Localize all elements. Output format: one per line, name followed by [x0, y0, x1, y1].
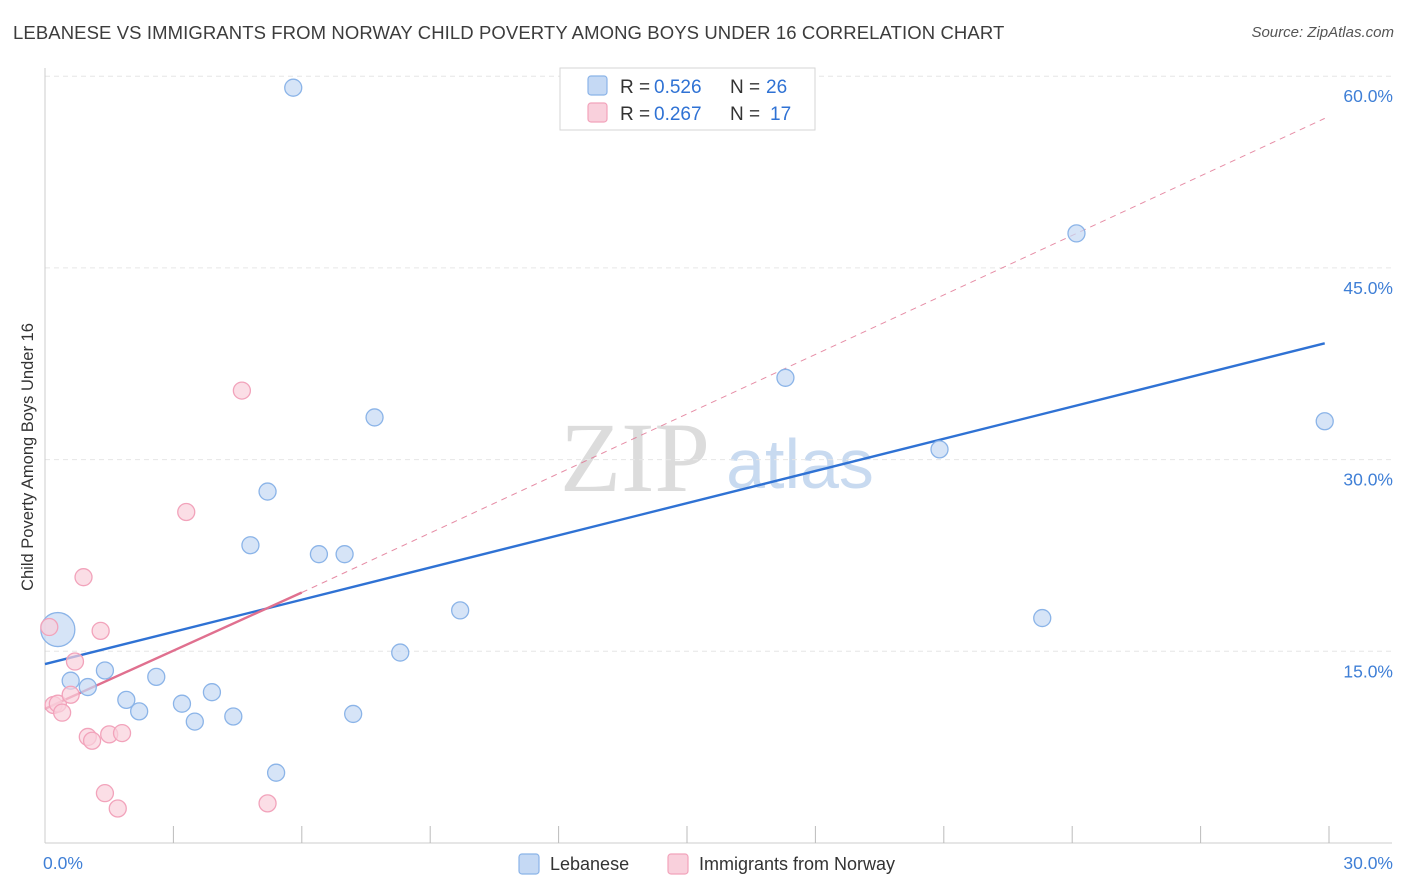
point-lebanese[interactable]	[202, 683, 222, 702]
point-lebanese[interactable]	[224, 707, 243, 726]
point-lebanese[interactable]	[1033, 608, 1052, 628]
point-norway[interactable]	[232, 381, 252, 400]
x-tick-label: 30.0%	[1343, 853, 1393, 873]
y-tick-label: 30.0%	[1343, 470, 1393, 490]
y-tick-label: 45.0%	[1343, 278, 1393, 298]
series-legend-swatch-norway[interactable]	[667, 853, 689, 875]
stats-legend-n-label-norway: N =	[730, 104, 765, 125]
point-lebanese[interactable]	[78, 677, 97, 697]
chart-source: Source: ZipAtlas.com	[1251, 24, 1394, 41]
point-norway[interactable]	[112, 723, 132, 743]
grid-layer	[45, 75, 1392, 652]
stats-legend-swatch-norway	[587, 102, 608, 123]
stats-legend: R = 0.526 N = 26 R = 0.267 N = 17	[559, 67, 816, 131]
point-lebanese[interactable]	[185, 712, 204, 731]
point-norway[interactable]	[91, 621, 110, 641]
point-norway[interactable]	[65, 652, 85, 671]
watermark-zip: ZIP	[560, 402, 710, 513]
point-norway[interactable]	[74, 568, 93, 587]
axis-layer	[44, 68, 1392, 844]
point-lebanese[interactable]	[451, 601, 470, 620]
point-lebanese[interactable]	[344, 704, 363, 724]
point-lebanese[interactable]	[335, 545, 354, 564]
point-norway[interactable]	[108, 799, 127, 818]
point-lebanese[interactable]	[130, 702, 149, 721]
series-legend-label-lebanese[interactable]: Lebanese	[550, 854, 629, 874]
point-norway[interactable]	[52, 703, 72, 722]
point-norway[interactable]	[40, 617, 59, 637]
point-lebanese[interactable]	[309, 545, 329, 564]
point-norway[interactable]	[177, 502, 196, 522]
stats-legend-r-value-norway: 0.267	[654, 104, 702, 125]
y-tick-label: 15.0%	[1343, 661, 1393, 681]
watermark: ZIP atlas	[560, 402, 874, 513]
stats-legend-r-label-lebanese: R =	[620, 77, 655, 98]
point-lebanese[interactable]	[95, 661, 115, 680]
stats-legend-r-value-lebanese: 0.526	[654, 77, 702, 98]
point-lebanese[interactable]	[1315, 412, 1334, 431]
point-norway[interactable]	[95, 784, 115, 803]
point-norway[interactable]	[82, 731, 102, 750]
series-legend: Lebanese Immigrants from Norway	[518, 853, 895, 875]
point-lebanese[interactable]	[117, 690, 136, 710]
point-lebanese[interactable]	[172, 694, 192, 713]
point-lebanese[interactable]	[266, 763, 286, 782]
point-lebanese[interactable]	[391, 643, 410, 662]
point-norway[interactable]	[258, 794, 277, 813]
series-legend-label-norway[interactable]: Immigrants from Norway	[699, 854, 895, 874]
points-layer	[40, 78, 1334, 818]
ticks-layer: 15.0% 30.0% 45.0% 60.0% 0.0% 30.0%	[43, 86, 1393, 873]
watermark-atlas: atlas	[726, 425, 874, 503]
y-tick-label: 60.0%	[1343, 86, 1393, 106]
trend-line-extended-1	[301, 117, 1325, 593]
stats-legend-swatch-lebanese	[587, 75, 608, 96]
point-lebanese[interactable]	[776, 368, 795, 387]
point-norway[interactable]	[61, 685, 80, 704]
y-axis-label: Child Poverty Among Boys Under 16	[19, 323, 37, 591]
point-lebanese[interactable]	[930, 440, 949, 459]
point-lebanese[interactable]	[365, 408, 384, 427]
point-lebanese[interactable]	[284, 78, 303, 97]
stats-legend-n-value-norway: 17	[770, 104, 791, 125]
stats-legend-r-label-norway: R =	[620, 104, 655, 125]
point-lebanese[interactable]	[258, 482, 277, 501]
point-lebanese[interactable]	[241, 536, 260, 555]
x-tick-label: 0.0%	[43, 853, 83, 873]
series-legend-swatch-lebanese[interactable]	[518, 853, 540, 875]
point-lebanese[interactable]	[147, 667, 166, 687]
trend-line-0	[44, 342, 1326, 666]
stats-legend-n-label-lebanese: N =	[730, 77, 765, 98]
chart-title: LEBANESE VS IMMIGRANTS FROM NORWAY CHILD…	[13, 22, 1005, 43]
stats-legend-n-value-lebanese: 26	[766, 77, 787, 98]
point-lebanese[interactable]	[1067, 224, 1086, 243]
